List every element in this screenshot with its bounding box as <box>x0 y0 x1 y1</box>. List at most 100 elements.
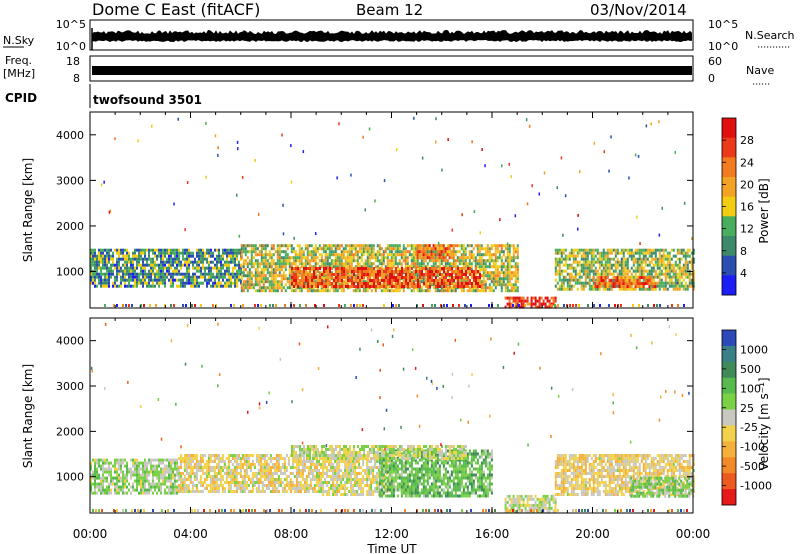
heat-cell <box>122 479 124 483</box>
heat-cell <box>160 461 162 465</box>
heat-cell <box>326 259 329 263</box>
heat-cell <box>308 250 311 254</box>
heat-cell <box>150 248 152 252</box>
heat-cell <box>434 253 437 257</box>
heat-cell <box>217 153 219 157</box>
heat-cell <box>463 285 465 288</box>
heat-cell <box>556 281 559 285</box>
heat-cell <box>508 247 511 251</box>
heat-cell <box>276 250 279 254</box>
heat-cell <box>359 285 361 288</box>
heat-cell <box>606 260 609 264</box>
heat-cell <box>475 285 477 288</box>
heat-cell <box>230 251 232 255</box>
heat-cell <box>244 253 247 257</box>
heat-cell <box>407 267 409 270</box>
heat-cell <box>116 269 118 273</box>
heat-cell <box>212 266 214 270</box>
heat-cell <box>652 266 655 270</box>
heat-cell <box>480 280 483 284</box>
heat-cell <box>132 470 134 474</box>
heat-cell <box>666 269 669 273</box>
heat-cell <box>152 284 154 288</box>
heat-cell <box>218 272 220 276</box>
heat-cell <box>203 466 206 469</box>
heat-cell <box>179 463 182 466</box>
heat-cell <box>592 263 595 267</box>
heat-cell <box>592 260 595 264</box>
heat-cell <box>506 247 509 251</box>
heat-cell <box>362 253 365 257</box>
heat-cell <box>600 263 603 267</box>
heat-cell <box>301 279 303 282</box>
heat-cell <box>582 287 585 291</box>
heat-cell <box>158 251 160 255</box>
heat-cell <box>213 457 216 460</box>
heat-cell <box>574 269 577 273</box>
heat-cell <box>482 247 485 251</box>
heat-cell <box>648 251 651 255</box>
heat-cell <box>224 275 226 279</box>
heat-cell <box>606 263 609 267</box>
heat-cell <box>199 475 202 478</box>
heat-cell <box>688 254 691 258</box>
heat-cell <box>622 279 625 283</box>
heat-cell <box>233 454 236 457</box>
heat-cell <box>354 259 357 263</box>
heat-cell <box>391 273 393 276</box>
heat-cell <box>602 269 605 273</box>
heat-cell <box>106 491 108 495</box>
nsky-panel: N.Sky 10^5 10^0 10^5 10^0 N.Search <box>3 18 795 53</box>
heat-cell <box>645 124 648 128</box>
heat-cell <box>564 287 567 291</box>
heat-cell <box>328 265 331 269</box>
heat-cell <box>650 287 653 291</box>
heat-cell <box>124 473 126 477</box>
heat-cell <box>108 281 110 285</box>
heat-cell <box>329 273 331 276</box>
heat-cell <box>359 273 361 276</box>
heat-cell <box>104 254 106 258</box>
heat-cell <box>270 259 273 263</box>
heat-cell <box>142 257 144 261</box>
heat-cell <box>320 253 323 257</box>
heat-cell <box>478 247 481 251</box>
heat-cell <box>461 213 463 217</box>
heat-cell <box>608 279 611 283</box>
heat-cell <box>272 280 275 284</box>
heat-cell <box>230 260 232 264</box>
heat-cell <box>174 479 176 483</box>
heat-cell <box>154 470 156 474</box>
heat-cell <box>242 262 245 266</box>
heat-cell <box>660 272 663 276</box>
heat-cell <box>409 270 411 273</box>
heat-cell <box>385 270 387 273</box>
heat-cell <box>246 277 249 281</box>
heat-cell <box>216 254 218 258</box>
heat-cell <box>421 273 423 276</box>
heat-cell <box>382 250 385 254</box>
heat-cell <box>288 262 291 266</box>
heat-cell <box>146 467 148 471</box>
heat-cell <box>339 276 341 279</box>
heat-cell <box>506 259 509 263</box>
heat-cell <box>301 276 303 279</box>
heat-cell <box>236 254 238 258</box>
heat-cell <box>396 244 399 248</box>
y-tick-label: 4000 <box>56 129 84 142</box>
heat-cell <box>514 280 517 284</box>
heat-cell <box>128 488 130 492</box>
heat-cell <box>110 272 112 276</box>
heat-cell <box>470 256 473 260</box>
heat-cell <box>374 283 377 287</box>
heat-cell <box>343 276 345 279</box>
heat-cell <box>224 284 226 288</box>
heat-cell <box>148 263 150 267</box>
heat-cell <box>177 487 180 490</box>
heat-cell <box>266 268 269 272</box>
heat-cell <box>512 247 515 251</box>
heat-cell <box>353 282 355 285</box>
heat-cell <box>278 247 281 251</box>
heat-cell <box>420 265 423 269</box>
heat-cell <box>500 283 503 287</box>
